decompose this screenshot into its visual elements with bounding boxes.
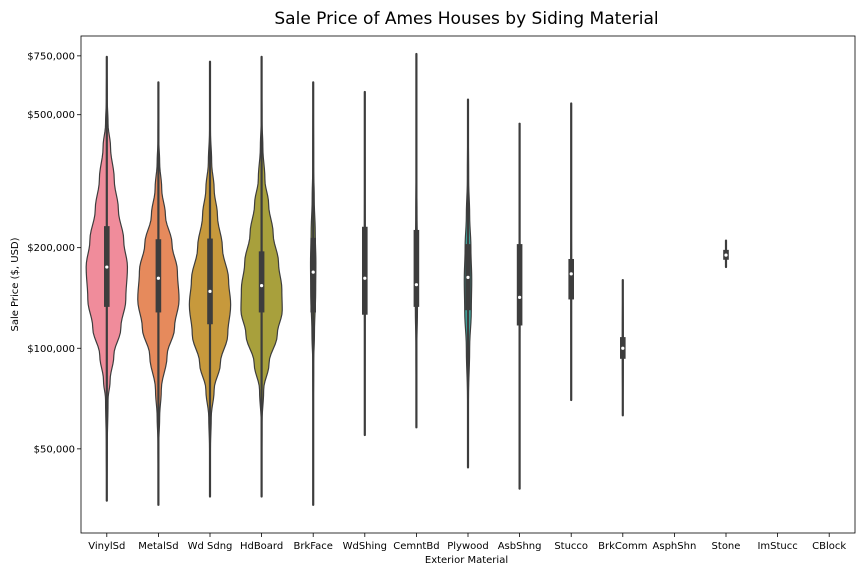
violin-iqr-box [155, 239, 162, 313]
violin-iqr-box [310, 237, 316, 313]
violin-median-marker [414, 283, 418, 287]
x-tick-label: ImStucc [757, 541, 797, 552]
y-axis: $50,000 $100,000 $200,000 $500,000 $750,000 [27, 51, 81, 455]
x-tick-label: CBlock [812, 541, 846, 552]
violin-stucco [568, 102, 574, 402]
violin-brkface [309, 81, 317, 506]
x-tick-label: Wd Sdng [188, 541, 233, 552]
violin-iqr-box [413, 229, 420, 307]
x-tick-label: BrkFace [294, 541, 333, 552]
violin-median-marker [311, 270, 315, 274]
violin-median-marker [518, 295, 522, 299]
violin-median-marker [156, 276, 160, 280]
plot-frame [80, 35, 856, 534]
x-tick-label: CemntBd [393, 541, 439, 552]
violin-median-marker [208, 289, 212, 293]
y-axis-label: Sale Price ($, USD) [10, 237, 21, 331]
x-tick-label: MetalSd [138, 541, 178, 552]
x-axis: VinylSd MetalSd Wd Sdng HdBoard BrkFace WdShi… [88, 533, 846, 552]
violin-iqr-box [516, 244, 523, 326]
violins-layer [85, 52, 729, 506]
violin-median-marker [363, 276, 367, 280]
violin-wd-sdng [188, 60, 232, 498]
violin-wdshing [362, 90, 368, 437]
violin-asbshng [516, 122, 523, 490]
violin-stone [723, 239, 729, 269]
y-tick-label: $750,000 [27, 51, 75, 62]
y-tick-label: $200,000 [27, 243, 75, 254]
violin-iqr-box [568, 258, 574, 300]
violin-median-marker [105, 265, 109, 269]
x-tick-label: HdBoard [240, 541, 283, 552]
x-tick-label: Stone [712, 541, 741, 552]
x-tick-label: Plywood [447, 541, 489, 552]
violin-iqr-box [258, 251, 265, 313]
violin-brkcomm [620, 278, 626, 417]
chart-title: Sale Price of Ames Houses by Siding Mate… [274, 9, 658, 29]
y-tick-label: $100,000 [27, 344, 75, 355]
violin-median-marker [466, 275, 470, 279]
x-tick-label: Stucco [554, 541, 588, 552]
x-tick-label: WdShing [343, 541, 387, 552]
violin-median-marker [569, 272, 573, 276]
x-axis-label: Exterior Material [425, 555, 508, 566]
x-tick-label: AsbShng [498, 541, 542, 552]
y-tick-label: $50,000 [34, 444, 75, 455]
violin-median-marker [621, 346, 625, 350]
violin-median-marker [724, 253, 728, 257]
x-tick-label: BrkComm [598, 541, 647, 552]
violin-iqr-box [207, 238, 213, 325]
violin-metalsd [137, 81, 180, 506]
violin-cemntbd [413, 52, 420, 429]
violin-vinylsd [85, 55, 129, 502]
x-tick-label: VinylSd [88, 541, 125, 552]
violin-plywood [463, 98, 473, 469]
violin-median-marker [260, 284, 264, 288]
x-tick-label: AsphShn [653, 541, 697, 552]
violin-iqr-box [362, 226, 368, 315]
violin-hdboard [240, 55, 283, 498]
y-tick-label: $500,000 [27, 110, 75, 121]
